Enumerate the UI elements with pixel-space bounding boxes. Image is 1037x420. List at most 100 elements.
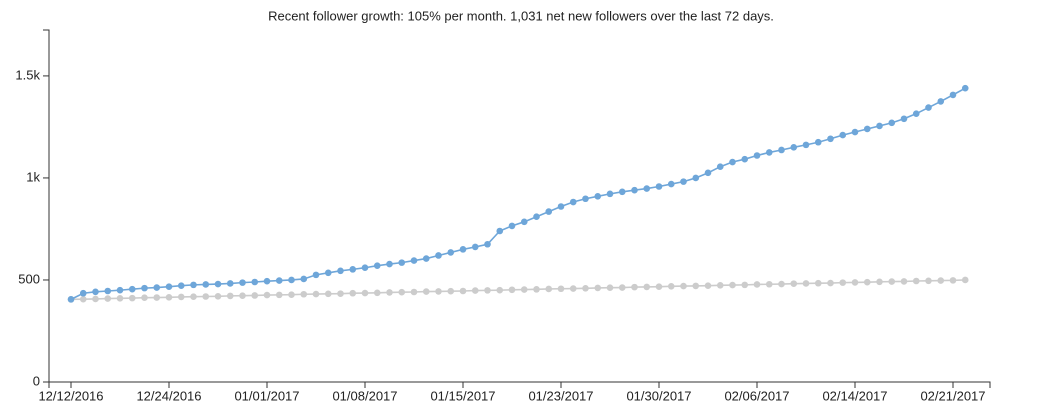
data-point [92, 295, 99, 303]
data-point [680, 282, 687, 290]
data-point [141, 294, 148, 302]
data-point [116, 286, 124, 294]
data-point [92, 288, 99, 296]
data-point [765, 280, 773, 288]
data-point [937, 98, 945, 105]
data-point [447, 287, 455, 295]
data-point [337, 267, 344, 275]
data-point [79, 295, 87, 303]
data-point [398, 259, 406, 266]
data-point [851, 128, 859, 136]
data-point [888, 119, 896, 127]
y-axis [43, 29, 50, 383]
data-point [141, 284, 148, 292]
data-point [667, 282, 675, 290]
data-point [802, 280, 810, 287]
data-point [67, 296, 75, 303]
data-point [459, 246, 467, 253]
data-point [104, 287, 112, 295]
data-point [239, 279, 246, 286]
data-point [226, 280, 234, 287]
data-point [214, 280, 222, 288]
data-point [545, 208, 553, 215]
data-point [582, 285, 589, 292]
data-point [153, 294, 161, 301]
data-point [643, 185, 651, 192]
y-tick-label: 500 [18, 271, 40, 286]
data-point [435, 252, 442, 259]
data-point [202, 293, 210, 300]
data-point [814, 279, 822, 287]
data-point [949, 277, 957, 284]
data-point [912, 110, 920, 117]
data-point [288, 276, 295, 284]
data-point [324, 269, 332, 277]
data-point [398, 288, 406, 296]
data-point [459, 287, 467, 295]
data-point [226, 292, 234, 300]
data-point [594, 193, 602, 200]
data-point [104, 295, 112, 302]
data-point [251, 278, 259, 286]
data-point [655, 283, 663, 291]
data-point [643, 283, 651, 291]
data-point [692, 282, 700, 290]
data-point [925, 277, 932, 285]
data-point [533, 213, 540, 221]
data-point [202, 281, 210, 288]
data-point [275, 277, 283, 284]
data-point [876, 122, 883, 130]
data-point [251, 292, 259, 299]
data-point [606, 284, 614, 292]
data-point [631, 186, 638, 194]
data-point [410, 257, 418, 264]
data-point [827, 279, 834, 287]
data-point [349, 289, 357, 297]
y-tick-label: 1.5k [15, 67, 40, 82]
data-point [471, 287, 479, 294]
data-point [790, 144, 798, 151]
x-tick-label: 12/12/2016 [38, 388, 103, 403]
data-point [275, 291, 283, 299]
data-point [545, 285, 553, 293]
data-point [533, 286, 540, 293]
data-point [667, 180, 675, 188]
data-point [557, 203, 565, 210]
data-point [214, 292, 222, 300]
data-point [263, 291, 271, 299]
data-point [863, 125, 871, 133]
data-point [741, 155, 749, 163]
data-point [288, 291, 295, 298]
data-point [839, 279, 847, 286]
data-point [386, 260, 393, 268]
data-point [606, 190, 614, 198]
data-point [582, 195, 589, 203]
data-point [729, 158, 736, 166]
data-point [729, 281, 736, 289]
data-point [496, 286, 504, 294]
data-point [177, 282, 185, 289]
y-tick-label: 1k [26, 169, 40, 184]
data-point [876, 278, 883, 286]
data-point [753, 152, 761, 159]
data-point [361, 264, 369, 272]
x-tick-label: 01/08/2017 [332, 388, 397, 403]
data-point [753, 281, 761, 288]
data-point [128, 294, 136, 302]
data-point [79, 289, 87, 297]
data-point [594, 284, 602, 292]
x-tick-label: 01/23/2017 [528, 388, 593, 403]
data-point [496, 227, 504, 235]
data-point [337, 290, 344, 297]
data-point [569, 198, 577, 206]
data-point [508, 286, 516, 294]
data-point [484, 287, 491, 294]
data-point [839, 131, 847, 139]
data-point [557, 285, 565, 293]
data-point [716, 163, 724, 171]
data-point [520, 218, 528, 226]
data-point [851, 279, 859, 286]
data-point [631, 283, 638, 291]
data-point [937, 277, 945, 284]
